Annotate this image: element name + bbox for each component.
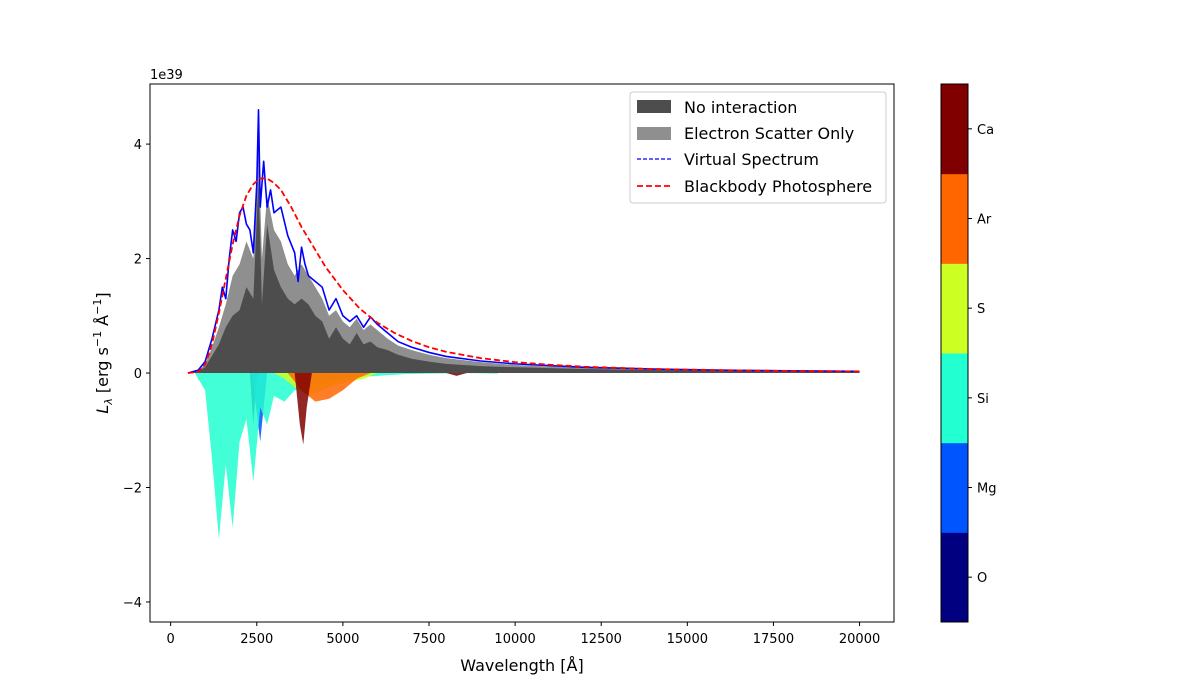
x-tick-label: 2500: [240, 632, 273, 647]
colorbar-label-o: O: [977, 571, 987, 586]
colorbar-label-mg: Mg: [977, 482, 996, 497]
x-tick-label: 17500: [753, 632, 794, 647]
x-axis-title: Wavelength [Å]: [460, 656, 583, 675]
colorbar-segment-s: [941, 263, 968, 354]
colorbar-segment-si: [941, 353, 968, 444]
colorbar-segment-o: [941, 532, 968, 623]
y-axis: −4 −2 0 2 4: [123, 138, 150, 611]
x-tick-label: 5000: [326, 632, 359, 647]
legend-label-electron-scatter: Electron Scatter Only: [684, 124, 854, 143]
colorbar-label-si: Si: [977, 392, 989, 407]
plot-border: [149, 83, 895, 623]
spectrum-lines: [187, 108, 860, 374]
legend-swatch-electron-scatter: [637, 127, 671, 140]
legend-label-no-interaction: No interaction: [684, 98, 797, 117]
colorbar-label-s: S: [977, 302, 985, 317]
y-tick-label: −4: [123, 596, 142, 611]
emission-areas: [187, 138, 860, 374]
x-tick-label: 15000: [667, 632, 708, 647]
y-tick-label: 0: [134, 367, 142, 382]
y-tick-label: 2: [134, 253, 142, 268]
colorbar-segment-mg: [941, 442, 968, 533]
area-no-interaction: [187, 178, 860, 374]
plot-frame: [149, 83, 895, 623]
x-tick-label: 7500: [412, 632, 445, 647]
legend-label-virtual-spectrum: Virtual Spectrum: [684, 150, 819, 169]
colorbar-label-ca: Ca: [977, 123, 994, 138]
y-tick-label: −2: [123, 482, 142, 497]
x-axis: 0 2500 5000 7500 10000 12500 15000 17500 20000: [167, 622, 880, 647]
legend-frame: [629, 91, 887, 204]
y-offset-label: 1e39: [150, 68, 183, 83]
colorbar-segment-ar: [941, 173, 968, 264]
colorbar-segment-ca: [941, 84, 968, 175]
y-tick-label: 4: [134, 138, 142, 153]
x-tick-label: 10000: [494, 632, 535, 647]
legend-label-blackbody: Blackbody Photosphere: [684, 177, 872, 196]
x-tick-label: 0: [167, 632, 175, 647]
x-tick-label: 20000: [839, 632, 880, 647]
colorbar-label-ar: Ar: [977, 213, 992, 228]
legend-swatch-no-interaction: [637, 100, 671, 113]
x-tick-label: 12500: [581, 632, 622, 647]
colorbar-border: [940, 83, 969, 623]
line-virtual-spectrum: [187, 108, 860, 374]
colorbar: O Mg Si S Ar Ca: [940, 83, 996, 623]
element-contribution-areas: [194, 373, 498, 540]
y-axis-title: Lλ [erg s−1 Å−1]: [91, 292, 115, 413]
contribution-area-si: [194, 373, 498, 540]
legend: No interaction Electron Scatter Only Vir…: [629, 91, 887, 204]
